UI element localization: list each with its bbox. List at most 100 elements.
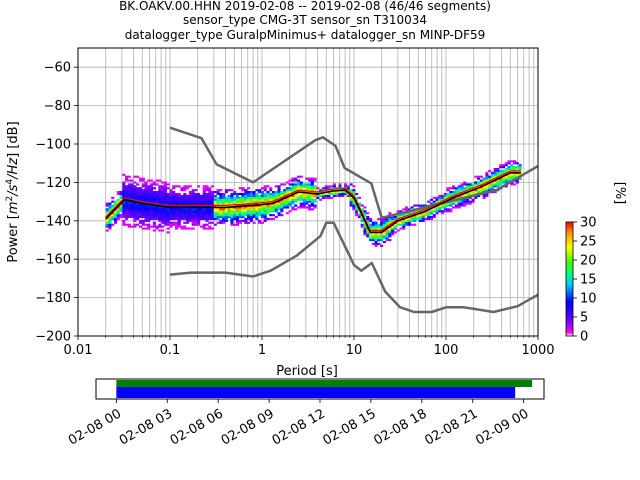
psd-bin (363, 225, 367, 228)
psd-bin (355, 214, 359, 217)
psd-bin (108, 221, 112, 224)
psd-bin (188, 192, 192, 196)
psd-bin (213, 202, 217, 205)
psd-bin (252, 194, 256, 197)
psd-bin (158, 189, 162, 192)
psd-bin (499, 164, 503, 167)
psd-bin (479, 187, 483, 190)
psd-bin (463, 204, 467, 207)
psd-bin (294, 183, 298, 186)
psd-bin (319, 194, 323, 197)
psd-bin (172, 187, 176, 190)
psd-bin (125, 189, 129, 192)
psd-bin (363, 210, 367, 213)
psd-bin (402, 221, 406, 224)
psd-bin (161, 189, 165, 192)
psd-bin (155, 183, 159, 186)
psd-bin (377, 227, 381, 230)
psd-bin (291, 179, 295, 182)
psd-bin (424, 214, 428, 217)
psd-bin (230, 223, 234, 226)
psd-bin (138, 208, 143, 211)
psd-bin (377, 223, 381, 226)
psd-bin (385, 219, 389, 222)
psd-bin (471, 198, 475, 201)
psd-bin (463, 202, 467, 205)
psd-bin (501, 169, 506, 173)
psd-bin (288, 204, 292, 207)
psd-bin (374, 237, 378, 240)
psd-bin (208, 208, 212, 211)
psd-bin (158, 219, 162, 222)
psd-bin (332, 185, 337, 188)
psd-bin (158, 200, 162, 203)
y-tick-label: −140 (35, 214, 71, 229)
psd-bin (452, 185, 456, 188)
psd-bin (247, 217, 251, 221)
psd-bin (393, 231, 397, 234)
psd-bin (294, 200, 298, 203)
psd-bin (141, 216, 145, 219)
psd-bin (114, 214, 118, 217)
psd-bin (429, 206, 434, 209)
psd-bin (114, 221, 118, 224)
psd-bin (197, 194, 201, 197)
psd-bin (224, 214, 228, 217)
psd-bin (155, 212, 159, 215)
psd-bin (172, 223, 176, 226)
psd-bin (338, 192, 342, 196)
psd-bin (479, 191, 483, 194)
psd-bin (296, 183, 300, 186)
psd-bin (219, 189, 223, 192)
psd-bin (382, 233, 386, 236)
psd-bin (260, 198, 264, 201)
psd-bin (247, 206, 251, 209)
psd-bin (463, 189, 467, 192)
psd-bin (446, 192, 450, 196)
psd-bin (191, 202, 195, 205)
psd-bin (150, 212, 154, 215)
psd-bin (501, 179, 506, 182)
psd-bin (457, 191, 461, 194)
psd-bin (388, 233, 392, 236)
psd-bin (294, 198, 298, 201)
psd-bin (127, 185, 131, 188)
psd-bin (235, 210, 240, 213)
psd-bin (349, 196, 353, 199)
psd-bin (202, 187, 206, 190)
psd-bin (169, 196, 173, 199)
psd-bin (266, 198, 270, 201)
psd-bin (452, 187, 456, 190)
psd-bin (244, 189, 248, 192)
psd-bin (111, 204, 115, 207)
psd-bin (219, 192, 223, 196)
psd-bin (244, 221, 248, 224)
psd-bin (285, 194, 289, 197)
psd-bin (344, 191, 348, 194)
psd-bin (438, 194, 442, 197)
psd-bin (380, 239, 384, 242)
psd-bin (241, 196, 245, 199)
psd-bin (429, 208, 434, 211)
psd-bin (127, 206, 131, 209)
psd-bin (150, 208, 154, 211)
psd-bin (235, 194, 240, 197)
psd-bin (127, 192, 131, 196)
psd-bin (211, 214, 215, 217)
y-label-part: ] [dB] (6, 121, 21, 158)
psd-bin (405, 214, 409, 217)
psd-bin (368, 225, 373, 228)
psd-bin (169, 217, 173, 221)
psd-bin (194, 196, 198, 199)
psd-bin (122, 221, 126, 224)
psd-bin (127, 200, 131, 203)
psd-bin (429, 202, 434, 205)
psd-bin (321, 192, 325, 196)
used-data-bar (116, 387, 516, 398)
psd-bin (285, 206, 289, 209)
psd-bin (324, 192, 328, 196)
psd-bin (180, 196, 184, 199)
psd-bin (341, 191, 345, 194)
psd-bin (119, 216, 123, 219)
psd-bin (285, 189, 289, 192)
